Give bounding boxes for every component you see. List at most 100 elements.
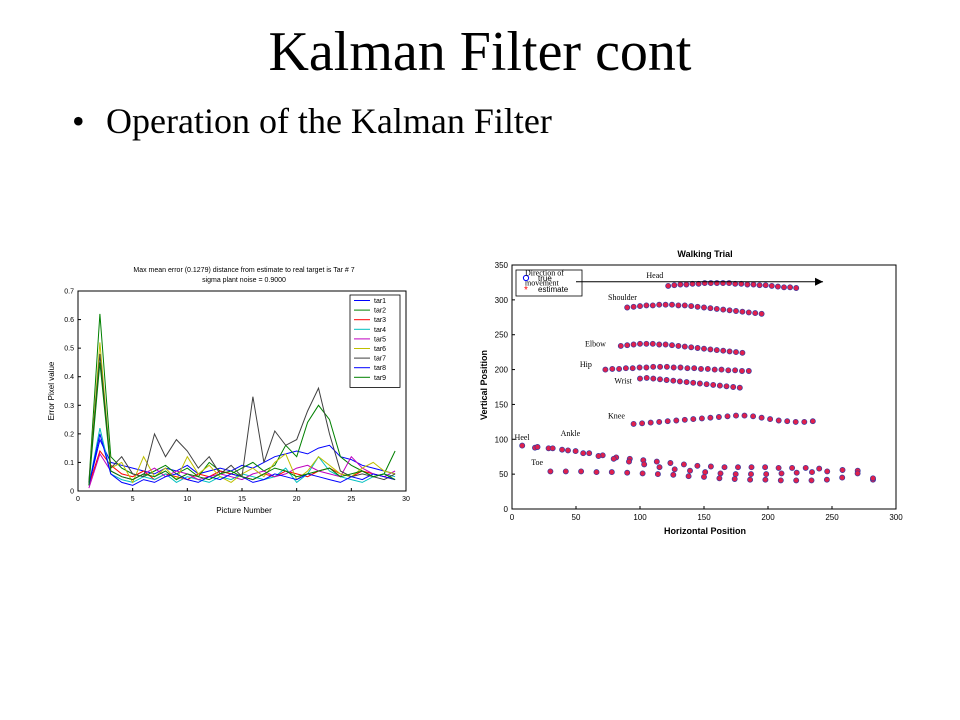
x-tick-label: 20 [293,496,301,503]
point-hip [698,365,704,372]
point-toe [578,468,585,475]
point-wrist [670,377,677,384]
point-wrist [643,374,650,381]
point-ankle [680,461,687,468]
point-head [677,281,684,288]
x-tick-label: 0 [76,496,80,503]
point-shoulder [643,302,650,309]
point-toe [639,470,646,477]
direction-label-line2: movement [525,279,560,288]
y-tick-label: 150 [495,400,509,409]
point-hip [704,365,711,372]
legend-label-tar6: tar6 [374,346,386,353]
point-ankle [559,446,566,453]
point-shoulder [662,301,669,308]
point-hip [739,368,745,374]
x-tick-label: 200 [761,513,775,522]
point-head [787,284,794,291]
point-elbow [720,347,727,354]
y-tick-label: 0.2 [64,431,74,438]
point-heel [656,464,663,471]
point-toe [701,473,707,480]
point-wrist [736,384,743,391]
point-wrist [703,381,710,388]
point-hip [663,363,670,370]
point-heel [793,469,800,476]
y-tick-label: 0.5 [64,346,74,353]
legend-label-tar5: tar5 [374,336,386,343]
point-toe [747,476,754,483]
point-toe [608,469,615,476]
point-toe [762,476,769,483]
chart1-xlabel: Picture Number [216,506,272,515]
point-shoulder [630,303,637,310]
point-shoulder [707,305,714,312]
point-knee [784,418,791,425]
point-shoulder [624,304,631,311]
point-hip [643,364,650,371]
point-wrist [723,383,730,390]
point-toe [823,476,830,483]
point-hip [684,365,691,372]
slide-title: Kalman Filter cont [268,21,692,83]
point-heel [809,469,815,476]
legend-label-estimate: estimate [538,285,569,294]
point-ankle [721,464,728,471]
point-hip [711,366,718,373]
point-elbow [694,345,701,351]
series-label-heel: Heel [515,433,531,442]
x-tick-label: 250 [825,513,839,522]
point-knee [733,412,739,419]
point-heel [763,471,770,478]
chart1-ylabel: Error Pixel value [47,361,56,420]
series-label-wrist: Wrist [614,377,632,386]
point-head [683,281,690,288]
point-heel [549,445,556,452]
point-head [689,280,696,287]
point-shoulder [637,303,643,310]
point-ankle [802,464,809,471]
x-tick-label: 15 [238,496,246,503]
x-tick-label: 150 [697,513,711,522]
point-hip [745,368,752,374]
series-label-elbow: Elbow [585,340,606,349]
bullet-text: Operation of the Kalman Filter [106,101,552,141]
point-hip [677,364,684,371]
point-wrist [710,381,717,388]
point-knee [639,420,646,427]
point-hip [622,365,629,372]
point-hip [650,363,657,370]
point-shoulder [649,302,656,309]
point-toe [547,468,554,475]
point-toe [654,471,661,478]
legend-label-tar1: tar1 [374,298,386,305]
point-toe [593,469,600,476]
point-knee [809,418,816,425]
x-tick-label: 10 [183,496,191,503]
point-heel [748,471,754,478]
point-head [738,280,745,287]
chart1-title: Max mean error (0.1279) distance from es… [133,267,354,274]
point-elbow [669,342,675,349]
point-toe [777,477,784,484]
direction-label-line1: Direction of [525,269,564,278]
point-knee [647,419,654,426]
point-knee [698,415,705,422]
y-tick-label: 300 [495,296,509,305]
legend-label-tar8: tar8 [374,365,386,372]
point-toe [670,471,677,478]
point-head [781,284,787,291]
legend-label-tar3: tar3 [374,317,386,324]
point-ankle [789,464,796,471]
point-elbow [681,343,688,350]
point-elbow [630,341,637,348]
point-toe [562,468,569,475]
y-tick-label: 0.4 [64,374,74,381]
point-heel [534,444,541,450]
y-tick-label: 100 [495,435,509,444]
point-knee [801,418,808,425]
point-shoulder [694,303,701,310]
point-wrist [650,375,657,382]
point-head [756,282,763,289]
bullet-dot: • [72,101,85,141]
